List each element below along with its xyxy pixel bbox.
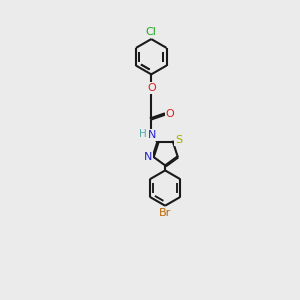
Text: Cl: Cl	[146, 27, 157, 37]
Text: O: O	[147, 83, 156, 93]
Text: H: H	[139, 129, 146, 139]
Text: O: O	[166, 109, 174, 119]
Text: S: S	[175, 135, 182, 146]
Text: N: N	[143, 152, 152, 162]
Text: Br: Br	[159, 208, 171, 218]
Text: O: O	[166, 109, 174, 119]
Text: N: N	[143, 152, 152, 162]
Text: S: S	[175, 135, 182, 146]
Text: O: O	[147, 83, 156, 93]
Text: N: N	[148, 130, 157, 140]
Text: Cl: Cl	[146, 27, 157, 37]
Text: Br: Br	[159, 208, 171, 218]
Text: H: H	[139, 129, 146, 139]
Text: N: N	[148, 130, 157, 140]
